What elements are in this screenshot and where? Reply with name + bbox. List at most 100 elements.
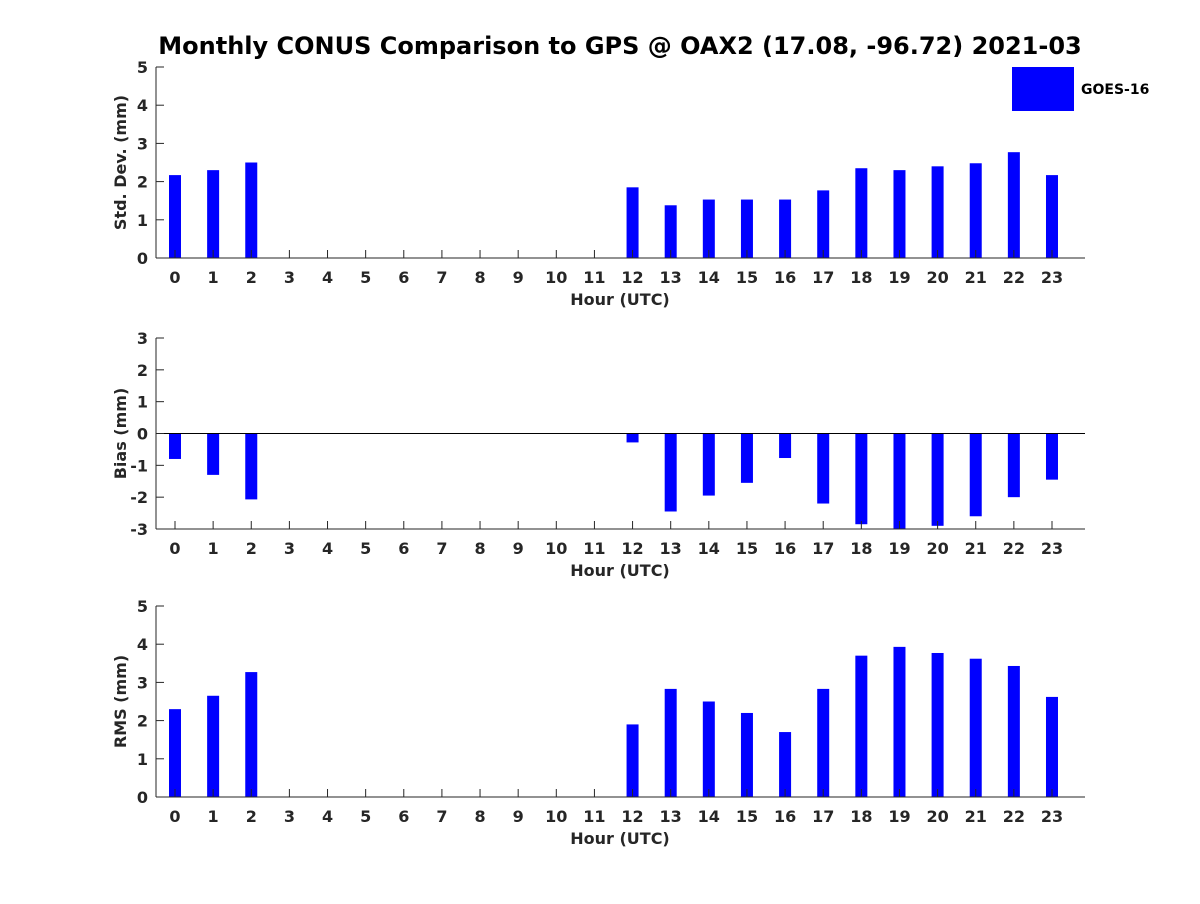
x-tick-label: 4	[322, 539, 333, 558]
x-tick-label: 21	[965, 539, 987, 558]
x-tick-label: 7	[436, 807, 447, 826]
bar-15	[740, 712, 753, 797]
x-tick-label: 2	[246, 539, 257, 558]
x-tick-label: 22	[1003, 268, 1025, 287]
bar-13	[664, 433, 677, 512]
x-tick-label: 8	[474, 268, 485, 287]
y-tick-label: -2	[130, 488, 148, 507]
y-tick-label: 3	[137, 673, 148, 692]
x-tick-label: 17	[812, 539, 834, 558]
bar-18	[855, 433, 868, 525]
bar-16	[779, 199, 792, 258]
bar-18	[855, 168, 868, 258]
x-tick-label: 22	[1003, 807, 1025, 826]
x-tick-label: 11	[583, 539, 605, 558]
bar-21	[969, 163, 982, 258]
bar-15	[740, 433, 753, 483]
x-tick-label: 20	[926, 807, 948, 826]
x-tick-label: 19	[888, 539, 910, 558]
x-tick-label: 1	[208, 268, 219, 287]
x-tick-label: 20	[926, 539, 948, 558]
x-tick-label: 20	[926, 268, 948, 287]
x-tick-label: 19	[888, 268, 910, 287]
x-tick-label: 5	[360, 807, 371, 826]
x-tick-label: 7	[436, 539, 447, 558]
y-tick-label: 5	[137, 597, 148, 616]
x-axis-label: Hour (UTC)	[570, 290, 670, 309]
x-tick-label: 16	[774, 268, 796, 287]
x-tick-label: 11	[583, 268, 605, 287]
x-tick-label: 12	[621, 807, 643, 826]
bar-14	[702, 199, 715, 258]
x-tick-label: 6	[398, 807, 409, 826]
x-tick-label: 10	[545, 268, 567, 287]
y-axis-label: Bias (mm)	[111, 388, 130, 480]
x-axis-label: Hour (UTC)	[570, 561, 670, 580]
x-tick-label: 13	[660, 268, 682, 287]
y-tick-label: -3	[130, 520, 148, 539]
x-tick-label: 12	[621, 268, 643, 287]
y-axis-label: Std. Dev. (mm)	[111, 95, 130, 230]
bar-21	[969, 658, 982, 797]
x-tick-label: 8	[474, 807, 485, 826]
x-tick-label: 18	[850, 268, 872, 287]
x-tick-label: 18	[850, 539, 872, 558]
bar-12	[626, 433, 639, 443]
x-tick-label: 5	[360, 539, 371, 558]
bar-2	[245, 433, 258, 500]
x-tick-label: 14	[698, 807, 720, 826]
bar-0	[169, 175, 181, 258]
bar-22	[1007, 152, 1020, 258]
x-tick-label: 1	[208, 539, 219, 558]
bar-20	[931, 652, 944, 797]
y-tick-label: 0	[137, 249, 148, 268]
bar-20	[931, 433, 944, 526]
bar-17	[817, 688, 830, 797]
bar-12	[626, 187, 639, 258]
bar-16	[779, 732, 792, 797]
bar-2	[245, 672, 258, 797]
bar-21	[969, 433, 982, 517]
y-tick-label: -1	[130, 456, 148, 475]
legend-label: GOES-16	[1081, 82, 1149, 98]
x-tick-label: 16	[774, 807, 796, 826]
x-tick-label: 15	[736, 539, 758, 558]
x-tick-label: 0	[169, 539, 180, 558]
y-tick-label: 4	[137, 635, 148, 654]
x-tick-label: 23	[1041, 807, 1063, 826]
y-tick-label: 2	[137, 712, 148, 731]
x-tick-label: 8	[474, 539, 485, 558]
x-tick-label: 9	[513, 268, 524, 287]
x-tick-label: 0	[169, 268, 180, 287]
y-tick-label: 1	[137, 393, 148, 412]
bar-14	[702, 433, 715, 496]
x-tick-label: 4	[322, 268, 333, 287]
y-tick-label: 0	[137, 425, 148, 444]
bar-19	[893, 170, 906, 258]
bar-17	[817, 190, 830, 258]
bar-0	[169, 709, 181, 797]
x-tick-label: 13	[660, 807, 682, 826]
x-tick-label: 4	[322, 807, 333, 826]
bar-2	[245, 162, 258, 258]
x-tick-label: 22	[1003, 539, 1025, 558]
x-tick-label: 17	[812, 807, 834, 826]
x-tick-label: 21	[965, 268, 987, 287]
bar-23	[1045, 433, 1058, 480]
bar-23	[1045, 175, 1058, 258]
x-tick-label: 11	[583, 807, 605, 826]
bar-23	[1045, 696, 1058, 797]
x-tick-label: 10	[545, 807, 567, 826]
x-tick-label: 3	[284, 807, 295, 826]
y-tick-label: 3	[137, 134, 148, 153]
x-tick-label: 23	[1041, 539, 1063, 558]
bar-16	[779, 433, 792, 459]
bar-18	[855, 655, 868, 797]
bar-13	[664, 688, 677, 797]
x-tick-label: 2	[246, 268, 257, 287]
x-tick-label: 7	[436, 268, 447, 287]
bar-22	[1007, 433, 1020, 498]
